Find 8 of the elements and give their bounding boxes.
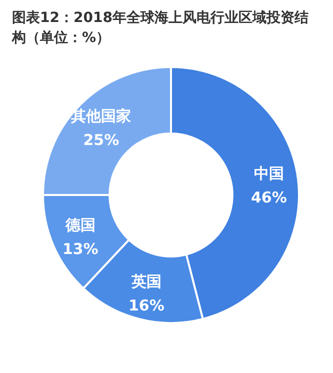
- data-label: 46%: [250, 188, 287, 207]
- slice-label: 中国: [254, 164, 284, 183]
- data-label: 16%: [128, 296, 164, 315]
- data-label: 25%: [83, 131, 120, 150]
- data-label: 13%: [62, 240, 98, 258]
- slice-label: 英国: [130, 272, 162, 291]
- chart-title: 图表12：2018年全球海上风电行业区域投资结构（单位：%）: [10, 9, 310, 48]
- slice-label: 德国: [64, 216, 96, 234]
